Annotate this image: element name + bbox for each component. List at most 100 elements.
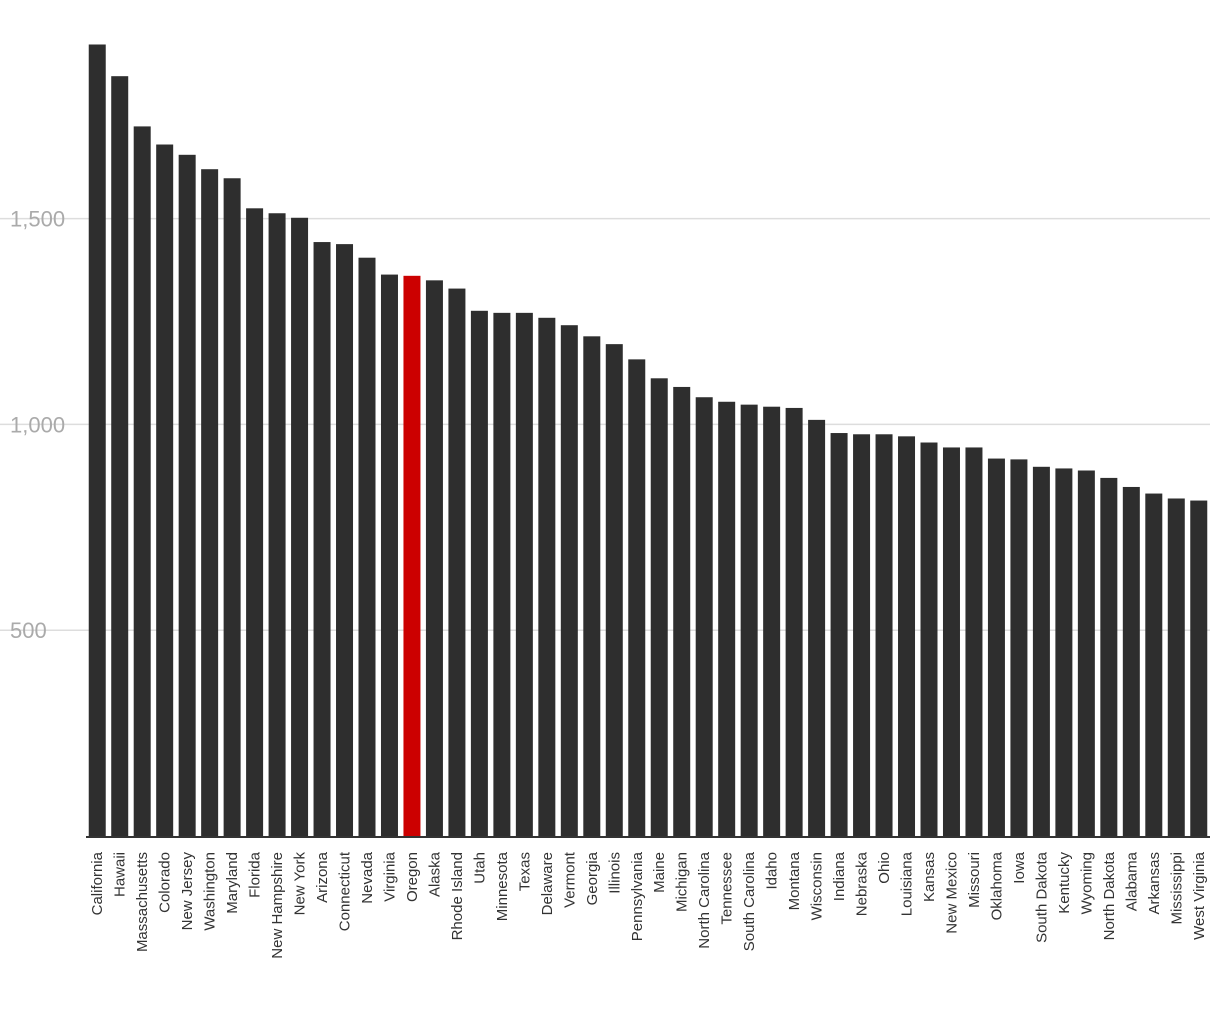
bar-hawaii bbox=[111, 76, 129, 836]
x-tick-label: Alaska bbox=[426, 851, 443, 897]
bar-montana bbox=[785, 407, 803, 836]
y-tick-label: 1,000 bbox=[10, 412, 65, 437]
bar-virginia bbox=[380, 274, 398, 836]
bar-tennessee bbox=[718, 401, 736, 836]
x-tick-label: South Dakota bbox=[1033, 851, 1050, 943]
bar-pennsylvania bbox=[628, 359, 646, 836]
x-tick-label: Nevada bbox=[359, 851, 376, 903]
bars bbox=[88, 44, 1208, 837]
x-tick-label: Utah bbox=[471, 852, 488, 884]
bar-alabama bbox=[1122, 486, 1140, 836]
bar-south-dakota bbox=[1032, 466, 1050, 836]
y-tick-label: 500 bbox=[10, 618, 47, 643]
bar-mississippi bbox=[1167, 498, 1185, 836]
bar-connecticut bbox=[336, 244, 354, 836]
x-tick-label: Idaho bbox=[764, 852, 781, 890]
x-tick-label: Mississippi bbox=[1168, 852, 1185, 925]
bar-minnesota bbox=[493, 312, 511, 836]
x-tick-label: North Carolina bbox=[696, 851, 713, 948]
x-tick-label: South Carolina bbox=[741, 851, 758, 951]
bar-texas bbox=[515, 312, 533, 836]
x-tick-label: Wyoming bbox=[1078, 852, 1095, 914]
x-tick-label: Massachusetts bbox=[134, 852, 151, 952]
y-tick-label: 1,500 bbox=[10, 207, 65, 232]
x-tick-label: Rhode Island bbox=[449, 852, 466, 940]
bar-oregon bbox=[403, 275, 421, 837]
x-tick-label: New York bbox=[292, 852, 309, 916]
bar-louisiana bbox=[898, 436, 916, 836]
bar-arizona bbox=[313, 242, 331, 836]
bar-new-mexico bbox=[942, 447, 960, 836]
x-tick-label: Oklahoma bbox=[988, 851, 1005, 920]
bar-california bbox=[88, 44, 106, 836]
bar-maine bbox=[650, 378, 668, 836]
x-tick-label: Tennessee bbox=[719, 852, 736, 925]
bar-rhode-island bbox=[448, 288, 466, 836]
x-tick-label: Oregon bbox=[404, 852, 421, 902]
x-tick-label: Indiana bbox=[831, 851, 848, 901]
x-tick-label: Maryland bbox=[224, 852, 241, 914]
bar-michigan bbox=[673, 386, 691, 836]
bar-utah bbox=[470, 310, 488, 836]
x-tick-label: Colorado bbox=[157, 852, 174, 913]
x-tick-label: Illinois bbox=[606, 852, 623, 894]
x-tick-label: Connecticut bbox=[337, 851, 354, 931]
x-tick-label: North Dakota bbox=[1101, 851, 1118, 940]
x-tick-label: Vermont bbox=[561, 851, 578, 908]
x-tick-label: New Jersey bbox=[179, 852, 196, 931]
x-tick-labels: California Hawaii Massachusetts Colorado New… bbox=[89, 851, 1208, 959]
x-tick-label: Arkansas bbox=[1146, 852, 1163, 915]
bar-wisconsin bbox=[808, 419, 826, 836]
x-tick-label: Texas bbox=[516, 852, 533, 891]
x-tick-label: Washington bbox=[202, 852, 219, 931]
bar-north-dakota bbox=[1100, 477, 1118, 836]
bar-delaware bbox=[538, 317, 556, 836]
x-tick-label: Nebraska bbox=[854, 851, 871, 916]
bar-iowa bbox=[1010, 459, 1028, 836]
bar-alaska bbox=[425, 280, 443, 837]
bar-new-york bbox=[291, 217, 309, 836]
x-tick-label: Arizona bbox=[314, 851, 331, 903]
x-tick-label: Virginia bbox=[381, 851, 398, 901]
bar-wyoming bbox=[1077, 470, 1095, 836]
x-tick-label: Kentucky bbox=[1056, 852, 1073, 914]
bar-west-virginia bbox=[1190, 500, 1208, 836]
x-tick-label: Ohio bbox=[876, 852, 893, 884]
x-tick-label: Alabama bbox=[1123, 851, 1140, 911]
x-tick-label: Montana bbox=[786, 851, 803, 910]
bar-arkansas bbox=[1145, 493, 1163, 836]
bar-ohio bbox=[875, 434, 893, 836]
x-tick-label: Georgia bbox=[584, 851, 601, 905]
y-tick-labels: 500 1,000 1,500 bbox=[10, 207, 65, 644]
bar-kentucky bbox=[1055, 468, 1073, 836]
bar-missouri bbox=[965, 447, 983, 836]
x-tick-label: Minnesota bbox=[494, 851, 511, 921]
bar-colorado bbox=[156, 144, 174, 837]
bar-washington bbox=[201, 169, 219, 836]
bar-new-hampshire bbox=[268, 213, 286, 836]
x-tick-label: West Virginia bbox=[1191, 851, 1208, 939]
bar-nevada bbox=[358, 257, 376, 836]
bar-massachusetts bbox=[133, 126, 151, 836]
bar-maryland bbox=[223, 178, 241, 837]
x-tick-label: Pennsylvania bbox=[629, 851, 646, 941]
bar-kansas bbox=[920, 442, 938, 836]
x-tick-label: New Mexico bbox=[943, 852, 960, 934]
bar-vermont bbox=[560, 325, 578, 836]
bar-georgia bbox=[583, 336, 601, 836]
x-tick-label: Maine bbox=[651, 852, 668, 893]
x-tick-label: Florida bbox=[247, 851, 264, 898]
bar-florida bbox=[246, 208, 264, 836]
x-tick-label: Louisiana bbox=[899, 851, 916, 916]
x-tick-label: Kansas bbox=[921, 852, 938, 902]
x-tick-label: Wisconsin bbox=[809, 852, 826, 920]
x-tick-label: New Hampshire bbox=[269, 852, 286, 959]
x-tick-label: Missouri bbox=[966, 852, 983, 908]
bar-oklahoma bbox=[987, 458, 1005, 836]
x-tick-label: Delaware bbox=[539, 852, 556, 915]
bar-nebraska bbox=[853, 434, 871, 836]
x-tick-label: Iowa bbox=[1011, 851, 1028, 883]
x-tick-label: Michigan bbox=[674, 852, 691, 912]
